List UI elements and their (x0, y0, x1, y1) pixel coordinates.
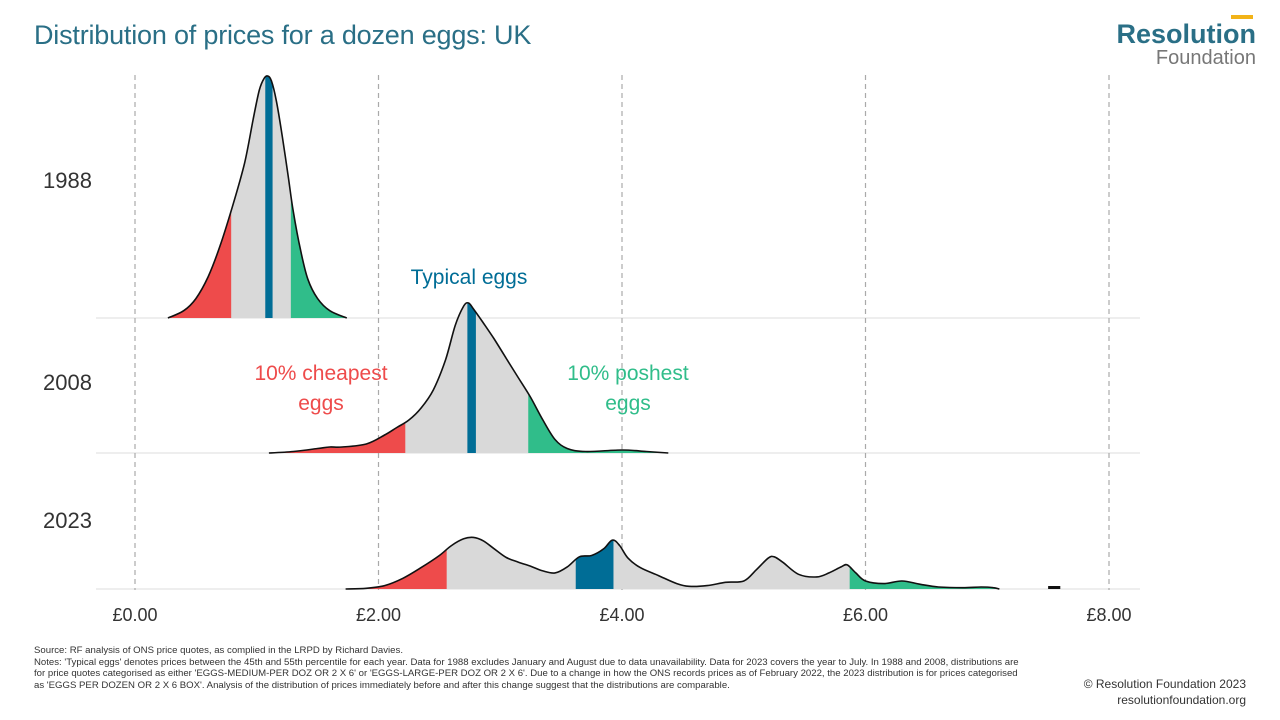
x-tick-label: £8.00 (1086, 605, 1131, 625)
credit: © Resolution Foundation 2023 resolutionf… (1084, 676, 1246, 708)
annotation-cheapest-line2: eggs (298, 392, 344, 415)
ridge-outlier (1048, 586, 1061, 589)
ridge-outline (167, 75, 348, 319)
x-tick-label: £4.00 (599, 605, 644, 625)
copyright: © Resolution Foundation 2023 (1083, 677, 1246, 691)
brand-logo: Resolution Foundation (1116, 15, 1257, 69)
chart-title: Distribution of prices for a dozen eggs:… (34, 20, 532, 50)
ridge-outline (268, 301, 669, 454)
ridge-typical-band (265, 75, 273, 318)
logo-accent-bar (1231, 15, 1253, 19)
x-tick-label: £2.00 (356, 605, 401, 625)
annotation-poshest-line1: 10% poshest (567, 362, 689, 385)
row-label: 1988 (43, 168, 92, 193)
logo-wordmark-top: Resolution (1116, 15, 1257, 49)
footnote-notes: Notes: 'Typical eggs' denotes prices bet… (34, 656, 1019, 691)
ridgeline-chart: 1988 2008 2023 £0.00 £2.00 £4.00 £6.00 £8.00 Typ… (43, 75, 1140, 625)
logo-line2: Foundation (1155, 47, 1256, 69)
footnote-source: Source: RF analysis of ONS price quotes,… (34, 645, 403, 656)
x-tick-label: £6.00 (843, 605, 888, 625)
ridge-cheapest-band (345, 537, 447, 589)
x-tick-label: £0.00 (112, 605, 157, 625)
annotation-cheapest-line1: 10% cheapest (254, 362, 387, 385)
ridge-poshest-band (849, 537, 1000, 589)
ridge-cheapest-band (167, 75, 232, 318)
ridge-middle-band (345, 537, 1000, 589)
website: resolutionfoundation.org (1117, 693, 1246, 707)
ridge-typical-band (467, 302, 476, 453)
logo-line1: Resolution (1116, 19, 1257, 49)
annotation-poshest-line2: eggs (605, 392, 651, 415)
ridge-outline (345, 536, 1000, 590)
ridge-2023 (345, 537, 1000, 589)
row-label: 2023 (43, 508, 92, 533)
row-label: 2008 (43, 370, 92, 395)
footnote: Source: RF analysis of ONS price quotes,… (34, 645, 1029, 691)
ridge-typical-band (575, 537, 614, 589)
annotation-typical: Typical eggs (411, 266, 528, 289)
